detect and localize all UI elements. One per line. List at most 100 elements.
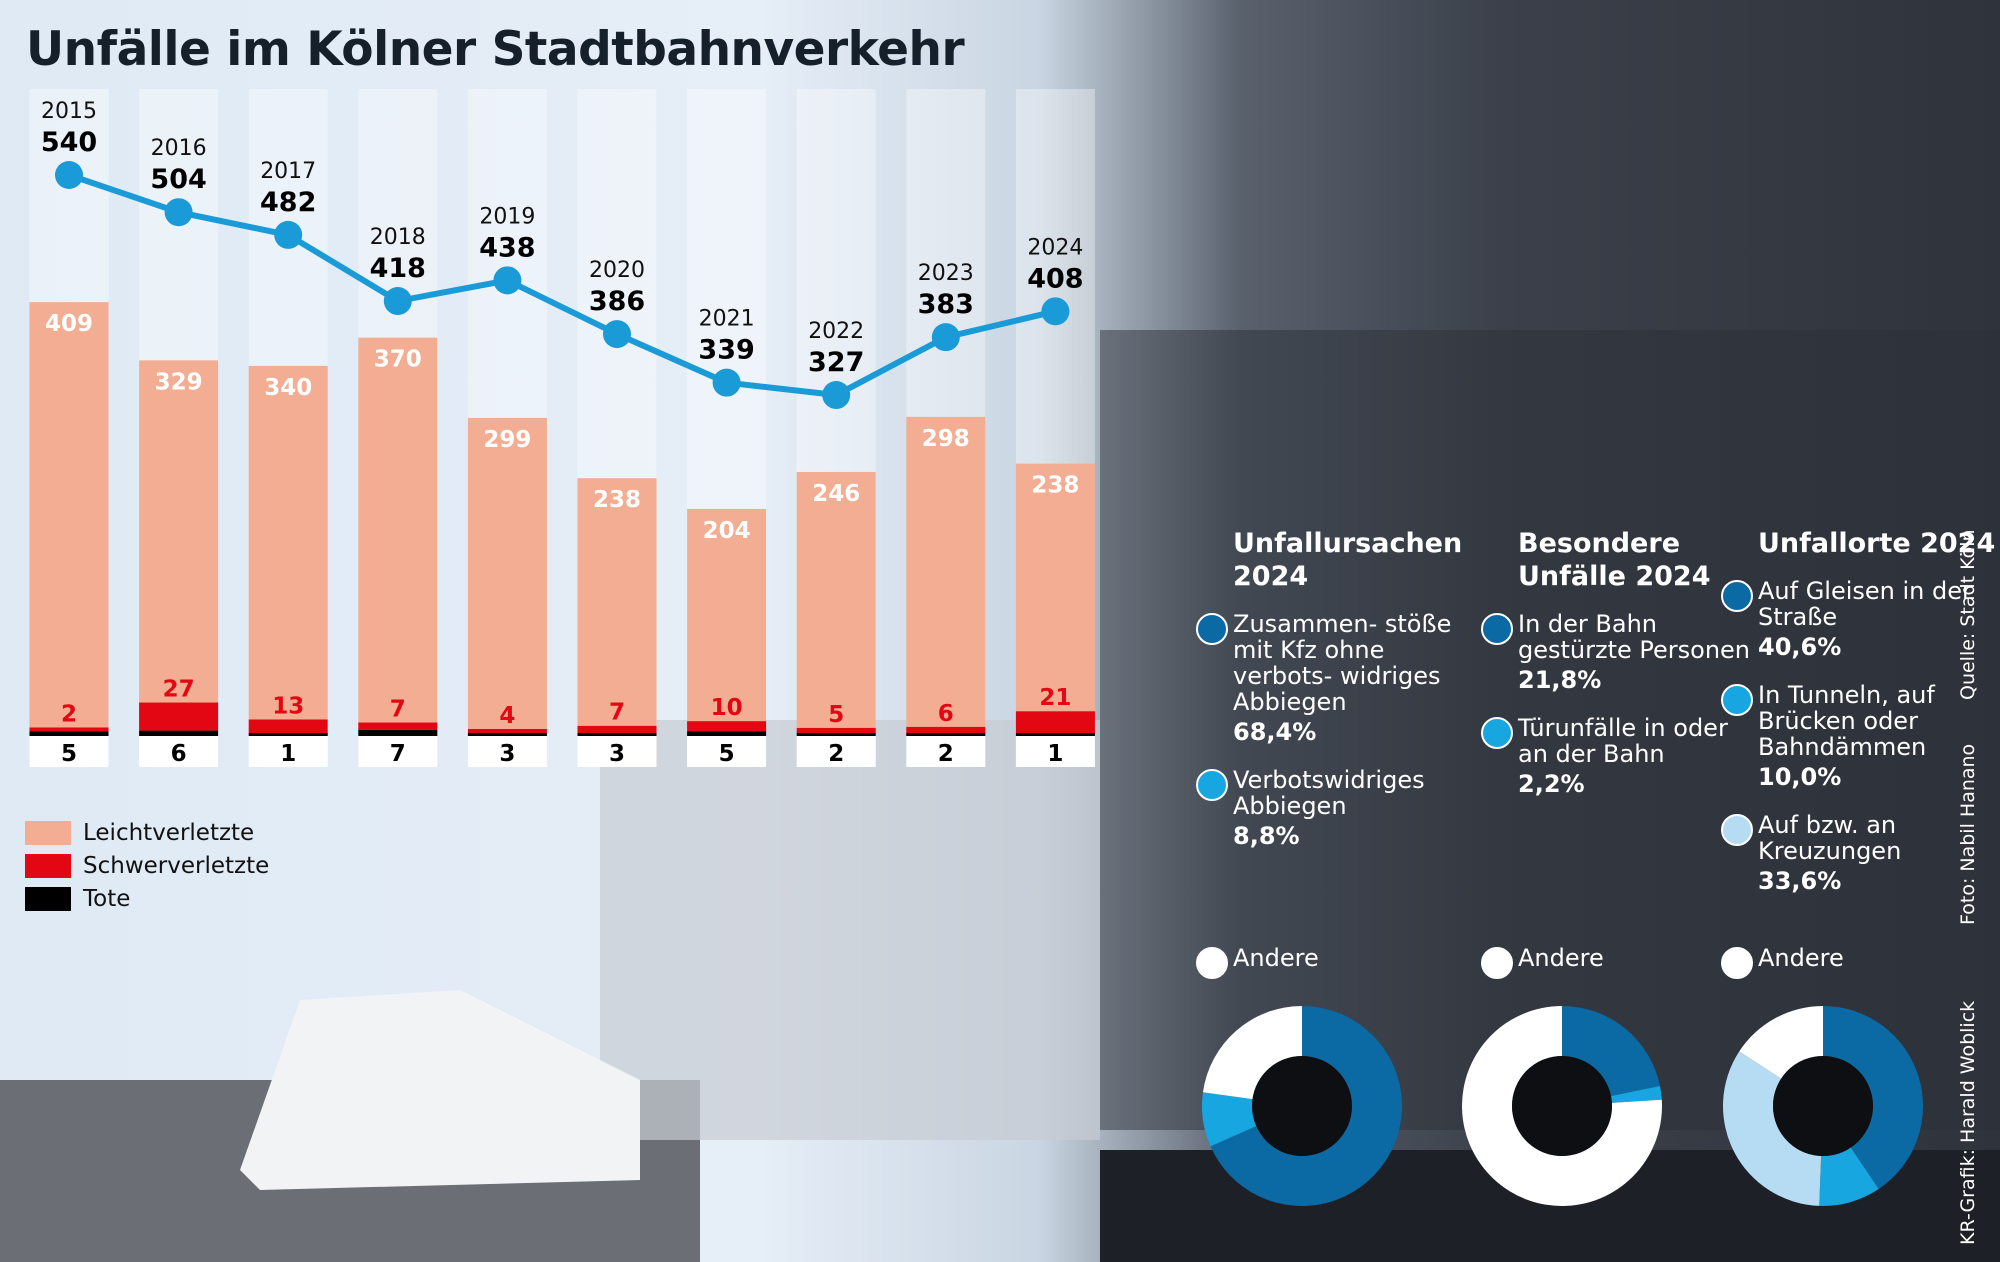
donut-slice <box>1210 1006 1402 1206</box>
total-point <box>603 320 631 349</box>
total-label: 386 <box>589 286 645 317</box>
label-leichtverletzte: 238 <box>593 487 641 513</box>
label-schwerverletzte: 7 <box>390 696 406 722</box>
legend-leicht: Leichtverletzte <box>25 820 254 846</box>
total-point <box>55 161 83 189</box>
bar-tote <box>29 731 109 736</box>
donut-slice <box>1562 1006 1660 1097</box>
panel-title: Besondere Unfälle 2024 <box>1518 528 1711 592</box>
label-schwerverletzte: 21 <box>1039 685 1071 711</box>
bar-tote <box>358 729 438 736</box>
legend-schwer: Schwerverletzte <box>25 853 269 879</box>
tote-label-box <box>687 736 767 767</box>
legend-item: In der Bahn gestürzte Personen 21,8% <box>1481 611 1758 693</box>
legend-dot <box>1196 769 1228 801</box>
panel-title: Unfallursachen 2024 <box>1233 528 1463 592</box>
tote-label-box <box>29 736 109 767</box>
label-leichtverletzte: 298 <box>922 426 970 452</box>
bar-tote <box>1015 733 1095 736</box>
tote-label-box <box>1015 736 1095 767</box>
label-leichtverletzte: 409 <box>45 311 93 337</box>
bar-leichtverletzte <box>796 471 876 728</box>
legend-dot <box>1481 947 1513 979</box>
label-tote: 2 <box>938 741 954 767</box>
bar-tote <box>687 731 767 736</box>
total-label: 408 <box>1027 263 1083 294</box>
bar-leichtverletzte <box>358 337 438 723</box>
legend-text: Türunfälle in oder an der Bahn <box>1518 714 1728 768</box>
year-label: 2024 <box>1027 235 1083 260</box>
photo-credit: Foto: Nabil Hanano <box>1957 743 1979 925</box>
label-schwerverletzte: 5 <box>828 702 844 728</box>
label-schwerverletzte: 27 <box>163 677 195 703</box>
legend-text: Auf bzw. an Kreuzungen <box>1758 811 1902 865</box>
label-leichtverletzte: 246 <box>812 481 860 507</box>
label-tote: 1 <box>1047 741 1063 767</box>
bar-leichtverletzte <box>1015 463 1095 712</box>
legend-item: Zusammen- stöße mit Kfz ohne verbots- wi… <box>1196 610 1473 745</box>
legend-item: Türunfälle in oder an der Bahn 2,2% <box>1481 714 1758 797</box>
total-label: 418 <box>370 253 426 284</box>
legend-dot <box>1721 814 1753 846</box>
donut-slice <box>1610 1086 1662 1103</box>
total-label: 383 <box>918 289 974 320</box>
legend-label: Schwerverletzte <box>83 853 270 879</box>
label-schwerverletzte: 7 <box>609 700 625 726</box>
bar-leichtverletzte <box>467 417 547 729</box>
tote-label-box <box>248 736 328 767</box>
bar-line-chart: 4092532927634013137077299432387320410524… <box>29 89 1095 767</box>
legend-text: Auf Gleisen in der Straße <box>1758 577 1972 631</box>
bar-leichtverletzte <box>248 365 328 720</box>
legend-text: Verbotswidriges Abbiegen <box>1233 766 1425 820</box>
damaged-car <box>240 990 640 1190</box>
legend-label: Tote <box>83 886 131 912</box>
donut-slice <box>1739 1006 1823 1079</box>
bar-leichtverletzte <box>906 416 986 727</box>
bar-schwerverletzte <box>796 727 876 733</box>
tram-side <box>600 720 1100 1140</box>
label-tote: 3 <box>609 741 625 767</box>
total-point <box>822 381 851 410</box>
total-label: 504 <box>150 164 206 195</box>
year-label: 2015 <box>41 99 97 124</box>
source-credit: Quelle: Stadt Köln <box>1957 529 1979 700</box>
legend-swatch <box>25 821 71 845</box>
donut-slice <box>1819 1147 1879 1206</box>
page-title: Unfälle im Kölner Stadtbahnverkehr <box>26 22 965 77</box>
legend-swatch <box>25 854 71 878</box>
total-point <box>931 323 960 352</box>
label-schwerverletzte: 6 <box>938 701 954 727</box>
bar-tote <box>248 733 328 736</box>
label-schwerverletzte: 2 <box>61 702 77 728</box>
tote-label-box <box>796 736 876 767</box>
tram-body <box>1100 330 2000 1130</box>
legend-item: Auf bzw. an Kreuzungen 33,6% <box>1721 811 1998 894</box>
bar-leichtverletzte <box>139 360 219 703</box>
legend-text: Zusammen- stöße mit Kfz ohne verbots- wi… <box>1233 610 1452 716</box>
legend-percent: 8,8% <box>1233 822 1300 850</box>
legend-percent: 40,6% <box>1758 633 1842 661</box>
year-label: 2020 <box>589 258 645 283</box>
bar-schwerverletzte <box>1015 711 1095 733</box>
label-leichtverletzte: 204 <box>703 518 751 544</box>
bar-schwerverletzte <box>906 726 986 733</box>
legend-text: Andere <box>1758 944 1844 972</box>
legend-dot <box>1721 684 1753 716</box>
graphic-credit: KR-Grafik: Harald Woblick <box>1957 1000 1979 1245</box>
legend-item: In Tunneln, auf Brücken oder Bahndämmen … <box>1721 682 1998 790</box>
panel-2: Besondere Unfälle 2024 In der Bahn gestü… <box>1481 527 1758 979</box>
year-label: 2016 <box>151 136 207 161</box>
bar-schwerverletzte <box>248 719 328 733</box>
bar-schwerverletzte <box>467 728 547 733</box>
donut-hole <box>1252 1056 1352 1156</box>
bar-schwerverletzte <box>358 722 438 730</box>
panel-3: Unfallorte 2024 Auf Gleisen in der Straß… <box>1721 527 1998 979</box>
label-leichtverletzte: 370 <box>374 347 422 373</box>
tote-label-box <box>467 736 547 767</box>
bar-tote <box>139 730 219 736</box>
legend-dot <box>1721 947 1753 979</box>
panel-1: Unfallursachen 2024 Zusammen- stöße mit … <box>1196 527 1473 979</box>
label-schwerverletzte: 4 <box>499 703 515 729</box>
bar-schwerverletzte <box>687 721 767 732</box>
legend-tote: Tote <box>25 886 130 912</box>
